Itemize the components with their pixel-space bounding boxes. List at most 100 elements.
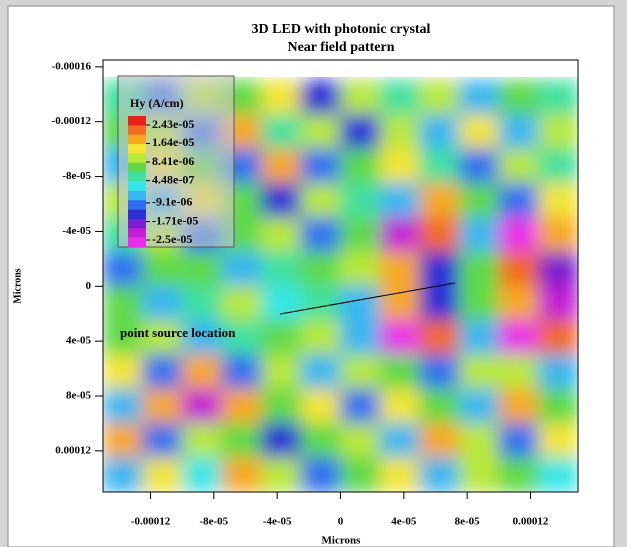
colorbar-band: [128, 190, 146, 201]
field-cell: [221, 285, 262, 322]
field-cell: [458, 320, 500, 356]
field-cell: [458, 80, 500, 116]
field-cell: [498, 114, 539, 150]
y-tick-label: 4e-05: [66, 335, 92, 347]
field-cell: [419, 388, 460, 424]
field-cell: [260, 80, 302, 116]
field-cell: [260, 320, 302, 356]
legend-label: -9.1e-06: [152, 195, 192, 209]
field-cell: [379, 148, 421, 184]
colorbar-band: [128, 200, 146, 210]
field-cell: [300, 388, 341, 424]
field-cell: [419, 457, 460, 492]
field-cell: [340, 354, 381, 390]
field-cell: [419, 354, 460, 390]
field-cell: [221, 388, 262, 424]
field-cell: [340, 285, 381, 322]
field-cell: [300, 457, 341, 492]
x-tick-label: -0.00012: [131, 516, 171, 528]
legend-label: 4.48e-07: [152, 172, 194, 186]
chart-title: 3D LED with photonic crystal: [252, 22, 431, 37]
field-cell: [260, 388, 302, 424]
field-cell: [379, 182, 421, 219]
field-cell: [379, 114, 421, 150]
field-cell: [260, 148, 302, 184]
field-cell: [419, 182, 460, 219]
field-cell: [340, 457, 381, 492]
field-cell: [379, 388, 421, 424]
y-tick-label: -4e-05: [62, 225, 91, 237]
x-tick-label: -8e-05: [199, 516, 228, 528]
field-cell: [458, 388, 500, 424]
field-cell: [537, 182, 578, 219]
field-cell: [340, 422, 381, 459]
field-cell: [498, 148, 539, 184]
field-cell: [142, 388, 183, 424]
field-cell: [300, 114, 341, 150]
field-cell: [498, 354, 539, 390]
field-cell: [419, 320, 460, 356]
field-cell: [260, 354, 302, 390]
x-tick-label: 8e-05: [455, 516, 481, 528]
field-cell: [340, 320, 381, 356]
field-cell: [340, 148, 381, 184]
field-cell: [181, 388, 223, 424]
field-cell: [181, 457, 223, 492]
field-cell: [103, 285, 144, 322]
field-cell: [537, 422, 578, 459]
y-tick-label: -8e-05: [62, 170, 91, 182]
field-cell: [498, 422, 539, 459]
y-tick-label: 0.00012: [55, 444, 91, 456]
field-cell: [260, 251, 302, 287]
field-cell: [379, 80, 421, 116]
field-cell: [458, 217, 500, 253]
field-cell: [300, 217, 341, 253]
field-cell: [458, 422, 500, 459]
field-cell: [419, 251, 460, 287]
colorbar-band: [128, 116, 146, 126]
field-cell: [340, 182, 381, 219]
y-tick-label: -0.00016: [52, 60, 92, 72]
field-cell: [379, 251, 421, 287]
field-cell: [537, 320, 578, 356]
field-cell: [537, 388, 578, 424]
colorbar-band: [128, 181, 146, 192]
field-cell: [260, 182, 302, 219]
field-cell: [340, 251, 381, 287]
field-cell: [142, 285, 183, 322]
field-cell: [379, 457, 421, 492]
legend-title: Hy (A/cm): [130, 96, 184, 110]
field-cell: [103, 320, 144, 356]
field-cell: [537, 285, 578, 322]
field-cell: [419, 422, 460, 459]
colorbar-band: [128, 209, 146, 220]
field-cell: [300, 354, 341, 390]
annotation-line: [279, 282, 456, 315]
field-cell: [498, 217, 539, 253]
colorbar-band: [128, 125, 146, 136]
field-cell: [300, 285, 341, 322]
field-cell: [458, 457, 500, 492]
field-cell: [300, 80, 341, 116]
field-cell: [103, 422, 144, 459]
field-cell: [537, 354, 578, 390]
legend-label: -1.71e-05: [152, 213, 198, 227]
field-cell: [419, 148, 460, 184]
field-cell: [340, 388, 381, 424]
field-cell: [419, 114, 460, 150]
field-cell: [260, 457, 302, 492]
legend-label: 2.43e-05: [152, 117, 194, 131]
legend: 2.43e-05 1.64e-05 8.41e-06 4.48e-07 -9.1e-06…: [128, 116, 198, 248]
field-cell: [142, 251, 183, 287]
field-cell: [260, 285, 302, 322]
field-cell: [142, 354, 183, 390]
field-cell: [498, 80, 539, 116]
y-tick-label: 0: [86, 280, 92, 292]
x-axis-label: Microns: [322, 535, 362, 547]
legend-label: 1.64e-05: [152, 135, 194, 149]
field-cell: [221, 354, 262, 390]
field-cell: [379, 285, 421, 322]
field-cell: [498, 285, 539, 322]
